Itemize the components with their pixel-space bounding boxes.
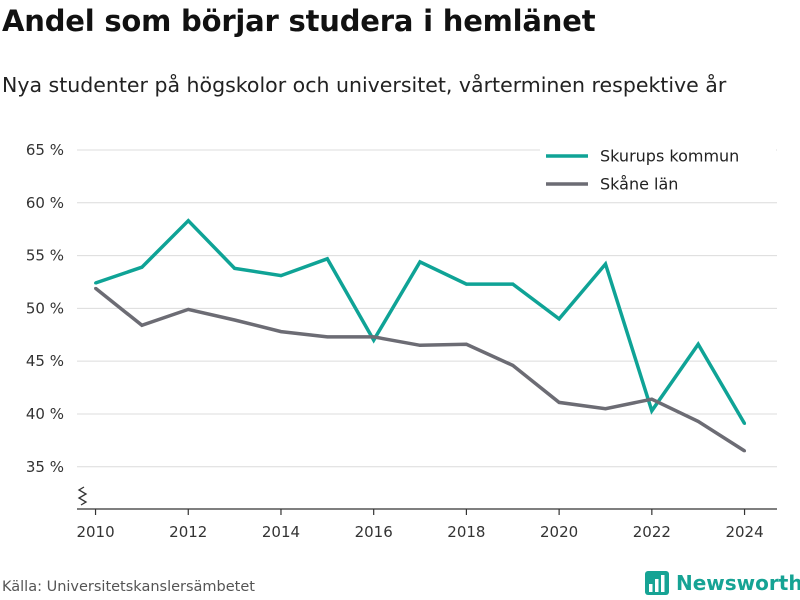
- x-tick-label: 2020: [540, 523, 578, 541]
- x-tick-label: 2012: [169, 523, 207, 541]
- data-point: [233, 318, 237, 322]
- x-tick-label: 2016: [355, 523, 393, 541]
- data-point: [186, 219, 190, 223]
- data-point: [94, 281, 98, 285]
- data-series: [94, 218, 747, 453]
- y-tick-label: 65 %: [26, 141, 64, 159]
- x-tick-label: 2024: [725, 523, 763, 541]
- data-point: [743, 421, 747, 425]
- x-tick-label: 2014: [262, 523, 300, 541]
- data-point: [511, 363, 515, 367]
- data-point: [603, 262, 607, 266]
- x-tick-label: 2018: [447, 523, 485, 541]
- data-point: [650, 397, 654, 401]
- data-point: [650, 409, 654, 413]
- y-tick-label: 40 %: [26, 405, 64, 423]
- y-axis-ticks: 35 % 40 % 45 % 50 % 55 % 60 % 65 %: [26, 141, 64, 476]
- data-point: [464, 342, 468, 346]
- legend-label: Skurups kommun: [600, 147, 739, 166]
- data-point: [603, 407, 607, 411]
- data-point: [557, 317, 561, 321]
- y-tick-label: 35 %: [26, 458, 64, 476]
- data-point: [372, 335, 376, 339]
- data-point: [696, 342, 700, 346]
- series-line-1: [94, 218, 747, 425]
- legend: Skurups kommun Skåne län: [540, 140, 776, 202]
- data-point: [140, 265, 144, 269]
- x-tick-label: 2022: [633, 523, 671, 541]
- chart-title: Andel som börjar studera i hemlänet: [2, 4, 596, 38]
- series-line-2: [94, 286, 746, 453]
- data-point: [279, 330, 283, 334]
- axis-break-icon: [77, 486, 88, 506]
- y-tick-label: 60 %: [26, 194, 64, 212]
- y-tick-label: 45 %: [26, 352, 64, 370]
- data-point: [140, 323, 144, 327]
- data-point: [464, 282, 468, 286]
- data-point: [233, 266, 237, 270]
- data-point: [372, 338, 376, 342]
- source-note: Källa: Universitetskanslersämbetet: [2, 579, 255, 595]
- data-point: [325, 257, 329, 261]
- y-tick-label: 50 %: [26, 299, 64, 317]
- data-point: [279, 274, 283, 278]
- bar-chart-icon: [645, 571, 669, 595]
- data-point: [743, 449, 747, 453]
- data-point: [325, 335, 329, 339]
- data-point: [94, 286, 98, 290]
- x-tick-label: 2010: [76, 523, 114, 541]
- legend-background: [540, 140, 776, 202]
- data-point: [186, 307, 190, 311]
- data-point: [557, 400, 561, 404]
- y-tick-label: 55 %: [26, 247, 64, 265]
- data-point: [696, 419, 700, 423]
- brand-name: Newsworthy: [676, 571, 800, 595]
- legend-label: Skåne län: [600, 175, 678, 194]
- data-point: [418, 343, 422, 347]
- chart-subtitle: Nya studenter på högskolor och universit…: [2, 73, 727, 97]
- x-axis: 2010 2012 2014 2016 2018 2020 2022 2024: [76, 508, 777, 541]
- data-point: [511, 282, 515, 286]
- data-point: [418, 260, 422, 264]
- brand-logo: Newsworthy: [645, 569, 800, 597]
